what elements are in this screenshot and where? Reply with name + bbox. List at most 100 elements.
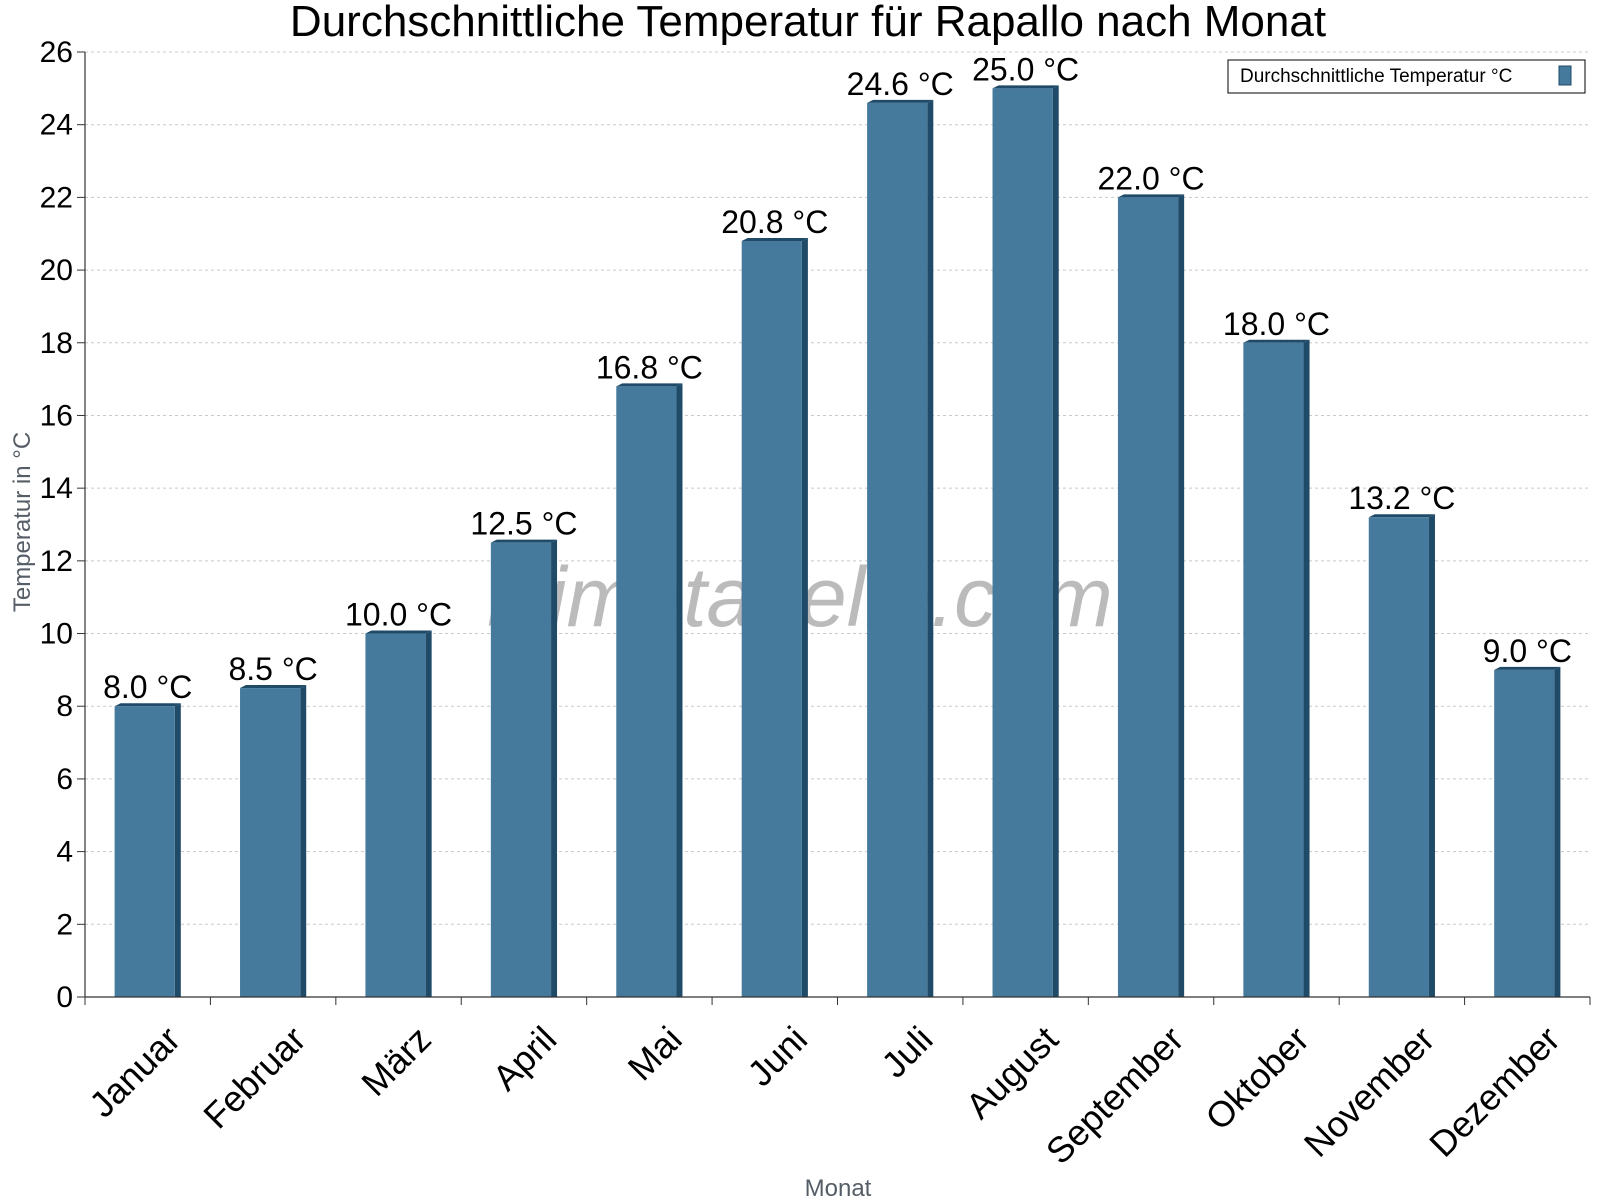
x-axis-title: Monat: [805, 1175, 872, 1200]
gridlines: [85, 51, 1590, 925]
x-tick-label: März: [353, 1018, 439, 1104]
bar-side: [676, 383, 683, 997]
bar-front: [240, 688, 301, 997]
x-tick-label: Dezember: [1421, 1018, 1567, 1164]
x-tick-label: Oktober: [1197, 1018, 1317, 1138]
bar-top: [1368, 514, 1435, 518]
bar-front: [365, 633, 426, 997]
y-tick-label: 14: [40, 472, 73, 505]
x-tick-label: November: [1296, 1018, 1442, 1164]
chart-title: Durchschnittliche Temperatur für Rapallo…: [290, 0, 1326, 46]
legend-box: [1227, 59, 1586, 94]
y-tick-label: 0: [56, 981, 73, 1014]
y-tick-label: 20: [40, 254, 73, 287]
bar-top: [741, 238, 808, 241]
bar-side: [174, 703, 181, 997]
y-tick-label: 6: [56, 763, 73, 796]
bar: [240, 685, 307, 997]
bar-front: [1368, 517, 1429, 997]
bar-front: [490, 542, 552, 997]
bar-top: [992, 85, 1059, 89]
y-tick-label: 16: [40, 399, 73, 432]
data-label: 10.0 °C: [345, 597, 452, 633]
bar-top: [867, 99, 934, 103]
bar: [365, 630, 432, 997]
y-tick-label: 18: [40, 327, 73, 360]
x-tick-label: August: [958, 1018, 1066, 1126]
y-tick-label: 24: [40, 109, 73, 142]
bar-side: [1554, 666, 1561, 997]
legend: Durchschnittliche Temperatur °C: [1227, 59, 1586, 94]
legend-label: Durchschnittliche Temperatur °C: [1240, 66, 1512, 87]
axes: [84, 52, 1591, 1005]
y-tick-label: 10: [40, 618, 73, 651]
bar-top: [1494, 666, 1561, 670]
bar: [1117, 194, 1185, 997]
bar-top: [240, 685, 307, 689]
bar-front: [992, 88, 1053, 998]
bar: [992, 85, 1059, 998]
bar-top: [1117, 194, 1185, 198]
bar-top: [365, 630, 432, 634]
bar-front: [741, 241, 802, 997]
data-label: 8.0 °C: [103, 669, 192, 705]
x-tick-label: Juli: [873, 1018, 940, 1085]
x-tick-label: September: [1038, 1018, 1192, 1172]
bar-side: [300, 685, 307, 997]
x-tick-label: Juni: [739, 1018, 815, 1094]
bar: [1368, 514, 1435, 997]
x-tick-label: Februar: [195, 1018, 313, 1136]
bar-side: [425, 630, 432, 997]
x-axis-ticks: Januar Februar März April Mai Juni Juli AugustS…: [81, 997, 1568, 1172]
bar-top: [1243, 339, 1310, 343]
x-tick-label: April: [484, 1018, 564, 1098]
bars: [114, 85, 1561, 998]
bar-side: [927, 99, 934, 997]
data-label: 18.0 °C: [1223, 306, 1330, 342]
data-label: 9.0 °C: [1483, 633, 1572, 669]
bar-front: [867, 102, 928, 997]
y-tick-label: 26: [40, 36, 73, 69]
bar-top: [616, 383, 683, 387]
legend-swatch: [1558, 65, 1572, 86]
y-tick-label: 2: [56, 908, 73, 941]
bar-side: [1303, 339, 1310, 997]
bar-front: [1243, 342, 1304, 997]
x-tick-label: Mai: [620, 1018, 690, 1088]
bar-front: [1494, 669, 1555, 997]
bar-side: [1052, 85, 1059, 998]
y-tick-label: 4: [56, 836, 73, 869]
bar-side: [1178, 194, 1185, 997]
bar-side: [551, 539, 558, 997]
y-tick-label: 8: [56, 690, 73, 723]
y-axis-title: Temperatur in °C: [9, 432, 36, 612]
data-label: 20.8 °C: [721, 204, 828, 240]
y-tick-label: 22: [40, 181, 73, 214]
bar: [114, 703, 181, 997]
data-labels: 8.0 °C 8.5 °C 10.0 °C 12.5 °C 16.8 °C 20.8 °C…: [103, 51, 1572, 705]
bar-front: [114, 706, 175, 997]
bar: [741, 238, 808, 997]
x-tick-label: Januar: [81, 1018, 188, 1125]
bar: [490, 539, 558, 997]
data-label: 12.5 °C: [470, 506, 577, 542]
data-label: 8.5 °C: [228, 651, 317, 687]
data-label: 13.2 °C: [1348, 480, 1455, 516]
data-label: 22.0 °C: [1098, 160, 1205, 196]
bar: [616, 383, 683, 997]
bar-top: [490, 539, 558, 543]
bar-side: [801, 238, 808, 997]
bar: [1494, 666, 1561, 997]
bar-side: [1428, 514, 1435, 997]
data-label: 25.0 °C: [972, 51, 1079, 87]
bar: [1243, 339, 1310, 997]
bar-front: [616, 386, 677, 997]
bar-front: [1117, 197, 1179, 997]
bar: [867, 99, 934, 997]
bar-top: [114, 703, 181, 707]
data-label: 16.8 °C: [596, 349, 703, 385]
data-label: 24.6 °C: [847, 66, 954, 102]
y-tick-label: 12: [40, 545, 73, 578]
